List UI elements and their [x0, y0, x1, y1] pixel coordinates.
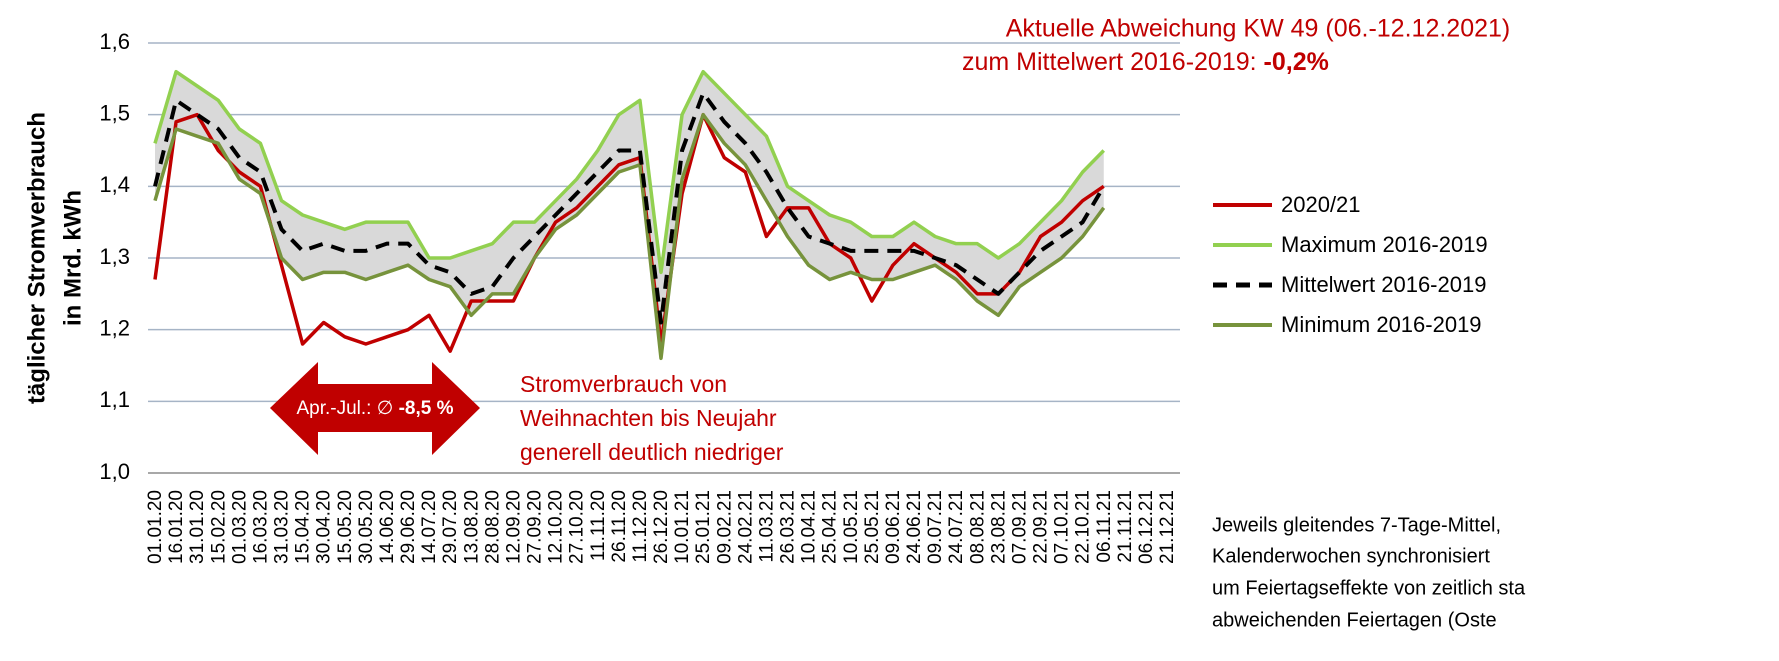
x-tick-label: 12.09.20 — [503, 490, 524, 564]
x-tick-label: 30.05.20 — [356, 490, 377, 564]
x-tick-label: 22.10.21 — [1073, 490, 1094, 564]
x-tick-label: 01.03.20 — [229, 490, 250, 564]
x-tick-label: 24.02.21 — [735, 490, 756, 564]
x-tick-label: 07.09.21 — [1009, 490, 1030, 564]
x-tick-label: 27.10.20 — [567, 490, 588, 564]
x-tick-label: 13.08.20 — [461, 490, 482, 564]
x-tick-label: 29.06.20 — [398, 490, 419, 564]
footnote: Jeweils gleitendes 7-Tage-Mittel, — [1212, 514, 1501, 536]
arrow — [270, 362, 480, 455]
series-line — [153, 69, 1105, 275]
x-tick-label: 11.03.21 — [756, 490, 777, 563]
x-tick-label: 25.05.21 — [862, 490, 883, 564]
x-tick-label: 24.06.21 — [904, 490, 925, 564]
arrow-value: -8,5 % — [399, 398, 454, 419]
x-tick-label: 26.03.21 — [778, 490, 799, 564]
x-tick-label: 28.08.20 — [482, 490, 503, 564]
annotation: Weihnachten bis Neujahr — [520, 405, 777, 431]
y-tick-label: 1,2 — [99, 315, 130, 340]
series-line — [153, 112, 1105, 353]
legend-label: Minimum 2016-2019 — [1281, 312, 1482, 337]
x-tick-label: 09.07.21 — [925, 490, 946, 564]
x-tick-label: 10.04.21 — [799, 490, 820, 564]
x-tick-label: 14.06.20 — [377, 490, 398, 564]
x-tick-label: 15.05.20 — [335, 490, 356, 564]
y-axis-label: in Mrd. kWh — [59, 190, 86, 326]
x-tick-label: 21.12.21 — [1157, 490, 1178, 564]
x-tick-label: 10.05.21 — [841, 490, 862, 564]
y-tick-label: 1,0 — [99, 459, 130, 484]
annotation: generell deutlich niedriger — [520, 439, 784, 465]
x-tick-label: 15.02.20 — [208, 490, 229, 564]
subtitle-value: -0,2% — [1264, 48, 1329, 76]
series-line — [153, 112, 1106, 361]
footnote: um Feiertagseffekte von zeitlich sta — [1212, 577, 1526, 599]
legend-label: 2020/21 — [1281, 192, 1361, 217]
subtitle-text: zum Mittelwert 2016-2019: — [962, 48, 1264, 76]
x-tick-label: 11.12.20 — [630, 490, 651, 563]
x-tick-label: 11.11.20 — [588, 490, 609, 561]
chart-subtitle: zum Mittelwert 2016-2019: -0,2% — [962, 48, 1329, 76]
footnote: abweichenden Feiertagen (Oste — [1212, 609, 1497, 631]
arrow-label: Apr.-Jul.: ∅ -8,5 % — [296, 398, 453, 419]
x-tick-label: 06.12.21 — [1136, 490, 1157, 564]
plot-area: 1,01,11,21,31,41,51,601.01.20 16.01.20 31.… — [99, 29, 1180, 564]
arrow-text: Apr.-Jul.: ∅ — [296, 398, 398, 419]
series-line — [153, 91, 1106, 325]
legend-label: Maximum 2016-2019 — [1281, 232, 1488, 257]
y-tick-label: 1,5 — [99, 100, 130, 125]
x-tick-label: 26.11.20 — [609, 490, 630, 563]
x-tick-label: 16.03.20 — [250, 490, 271, 564]
x-tick-label: 09.02.21 — [714, 490, 735, 564]
x-tick-label: 10.01.21 — [672, 490, 693, 564]
x-tick-label: 26.12.20 — [651, 490, 672, 564]
x-tick-label: 16.01.20 — [166, 490, 187, 564]
legend-label: Mittelwert 2016-2019 — [1281, 272, 1486, 297]
x-tick-label: 29.07.20 — [440, 490, 461, 564]
x-tick-label: 22.09.21 — [1031, 490, 1052, 564]
x-tick-label: 25.01.21 — [693, 490, 714, 564]
range-band — [155, 71, 1104, 359]
y-tick-label: 1,1 — [99, 387, 130, 412]
y-tick-label: 1,3 — [99, 244, 130, 269]
x-tick-label: 30.04.20 — [314, 490, 335, 564]
x-tick-label: 21.11.21 — [1115, 490, 1136, 563]
x-tick-label: 09.06.21 — [883, 490, 904, 564]
x-tick-label: 15.04.20 — [293, 490, 314, 564]
y-tick-label: 1,4 — [99, 172, 130, 197]
x-tick-label: 27.09.20 — [525, 490, 546, 564]
footnote: Kalenderwochen synchronisiert — [1212, 545, 1490, 567]
x-tick-label: 31.01.20 — [187, 490, 208, 564]
y-tick-label: 1,6 — [99, 29, 130, 54]
chart-title: Aktuelle Abweichung KW 49 (06.-12.12.202… — [1006, 15, 1510, 43]
annotation: Stromverbrauch von — [520, 371, 727, 397]
x-tick-label: 23.08.21 — [988, 490, 1009, 564]
x-tick-label: 12.10.20 — [546, 490, 567, 564]
x-tick-label: 07.10.21 — [1052, 490, 1073, 564]
x-tick-label: 06.11.21 — [1094, 490, 1115, 563]
x-tick-label: 08.08.21 — [967, 490, 988, 564]
legend: 2020/21 Maximum 2016-2019 Mittelwert 2016-… — [1213, 192, 1488, 337]
x-tick-label: 01.01.20 — [145, 490, 166, 564]
x-tick-label: 24.07.21 — [946, 490, 967, 564]
y-axis-label: täglicher Stromverbrauch — [23, 112, 50, 404]
x-tick-label: 25.04.21 — [820, 490, 841, 564]
x-tick-label: 31.03.20 — [272, 490, 293, 564]
x-tick-label: 14.07.20 — [419, 490, 440, 564]
